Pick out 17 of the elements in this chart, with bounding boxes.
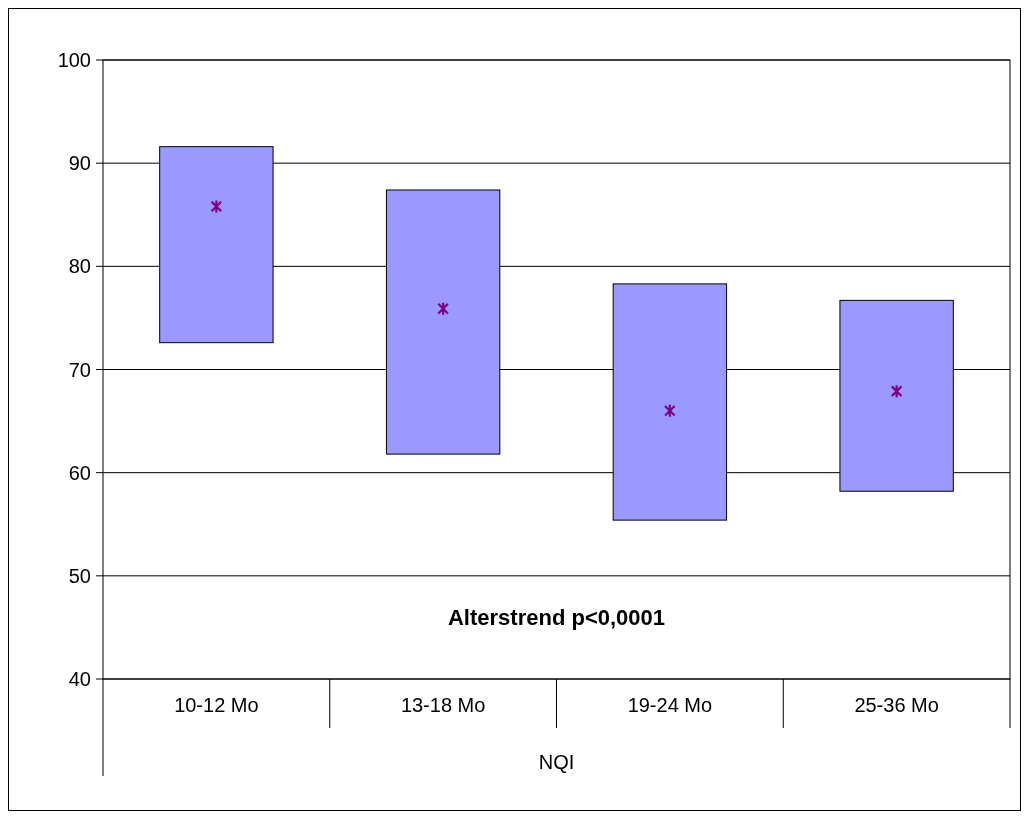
x-tick-label: 25-36 Mo [854,694,939,716]
x-axis-title: NQI [538,751,575,773]
point [210,199,223,214]
y-tick-label: 100 [57,49,91,71]
y-tick-label: 90 [68,152,91,175]
point [890,384,903,399]
y-tick-label: 80 [68,255,91,278]
y-tick-label: 60 [68,461,91,484]
y-tick-label: 50 [68,564,91,587]
annotation: Alterstrend p<0,0001 [447,605,666,631]
point [663,403,676,418]
x-tick-label: 13-18 Mo [400,694,486,716]
y-tick-label: 70 [68,358,91,381]
x-tick-label: 10-12 Mo [174,694,259,716]
x-tick-label: 19-24 Mo [627,694,713,716]
y-tick-label: 40 [68,668,91,690]
point [437,301,450,316]
